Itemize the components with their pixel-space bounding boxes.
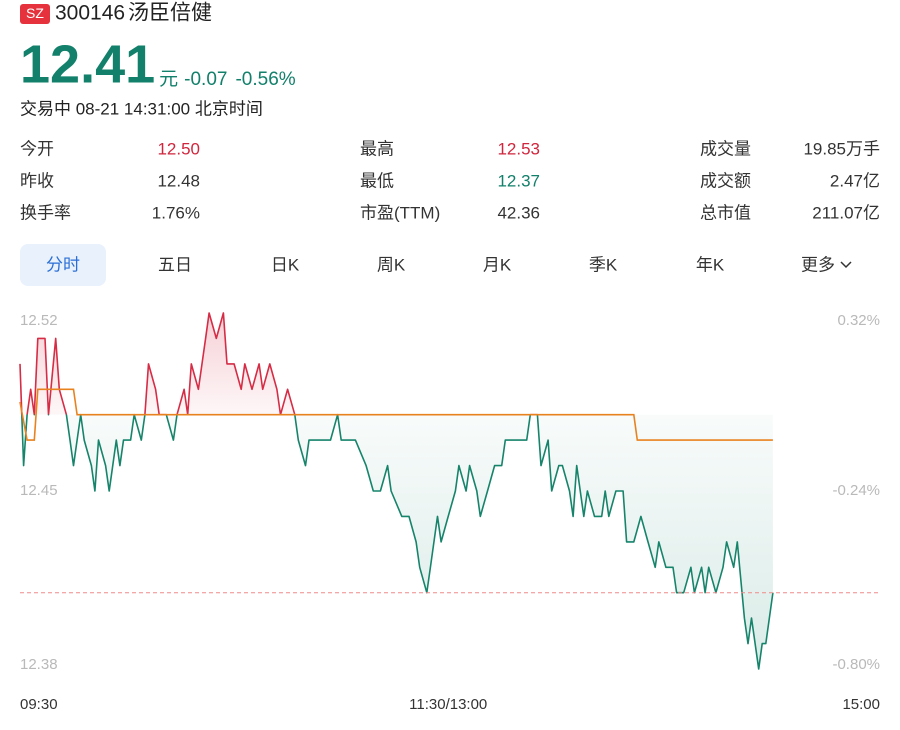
- tab[interactable]: 更多: [801, 255, 835, 274]
- y2-tick-label: 0.32%: [837, 312, 880, 329]
- y-tick-label: 12.45: [20, 482, 58, 499]
- tabs: 分时 五日 日K 周K 月K 季K 年K 更多: [46, 255, 852, 274]
- stat-value: 12.50: [157, 139, 200, 158]
- y-tick-label: 12.52: [20, 312, 58, 329]
- stat-value: 2.47亿: [830, 171, 880, 190]
- tab[interactable]: 分时: [46, 255, 80, 274]
- x-tick-label: 09:30: [20, 696, 58, 713]
- tab[interactable]: 周K: [377, 255, 406, 274]
- stat-label: 成交额: [700, 171, 751, 190]
- stat-value: 211.07亿: [812, 203, 880, 222]
- y-tick-label: 12.38: [20, 656, 58, 673]
- tab[interactable]: 年K: [696, 255, 725, 274]
- y2-tick-label: -0.24%: [832, 482, 880, 499]
- stat-label: 今开: [20, 139, 54, 158]
- stat-value: 19.85万手: [803, 139, 880, 158]
- price-unit: 元: [159, 69, 178, 90]
- tab[interactable]: 月K: [483, 255, 512, 274]
- stat-value: 12.37: [497, 171, 540, 190]
- x-tick-label: 11:30/13:00: [409, 696, 487, 713]
- stat-label: 昨收: [20, 171, 54, 190]
- stat-label: 市盈(TTM): [360, 203, 440, 222]
- stat-label: 换手率: [20, 203, 71, 222]
- avg-line: [19, 388, 773, 441]
- tab-active-bg: [20, 244, 106, 286]
- chart: 12.52 12.45 12.38 0.32% -0.24% -0.80% 09:30 11:…: [19, 312, 880, 713]
- stat-label: 最高: [360, 139, 394, 158]
- stat-label: 总市值: [700, 203, 751, 222]
- market-badge-bg: [20, 4, 50, 24]
- stat-value: 12.53: [497, 139, 540, 158]
- price: 12.41: [20, 34, 155, 94]
- price-change-pct: -0.56%: [235, 69, 295, 90]
- price-area: [20, 313, 773, 669]
- stat-label: 成交量: [700, 139, 751, 158]
- stock-code: 300146: [55, 2, 125, 25]
- more-chevron: [840, 261, 852, 269]
- market-badge: SZ: [26, 5, 44, 21]
- stat-value: 12.48: [157, 171, 200, 190]
- tab[interactable]: 五日: [158, 255, 192, 274]
- tab[interactable]: 日K: [271, 255, 300, 274]
- stat-label: 最低: [360, 171, 394, 190]
- price-change: -0.07: [184, 69, 227, 90]
- stat-value: 42.36: [497, 203, 540, 222]
- stat-value: 1.76%: [152, 203, 200, 222]
- y2-tick-label: -0.80%: [832, 656, 880, 673]
- price-line: [19, 312, 774, 670]
- x-tick-label: 15:00: [842, 696, 880, 713]
- stock-name: 汤臣倍健: [128, 2, 212, 25]
- tab[interactable]: 季K: [589, 255, 618, 274]
- trading-status: 交易中 08-21 14:31:00 北京时间: [20, 99, 263, 118]
